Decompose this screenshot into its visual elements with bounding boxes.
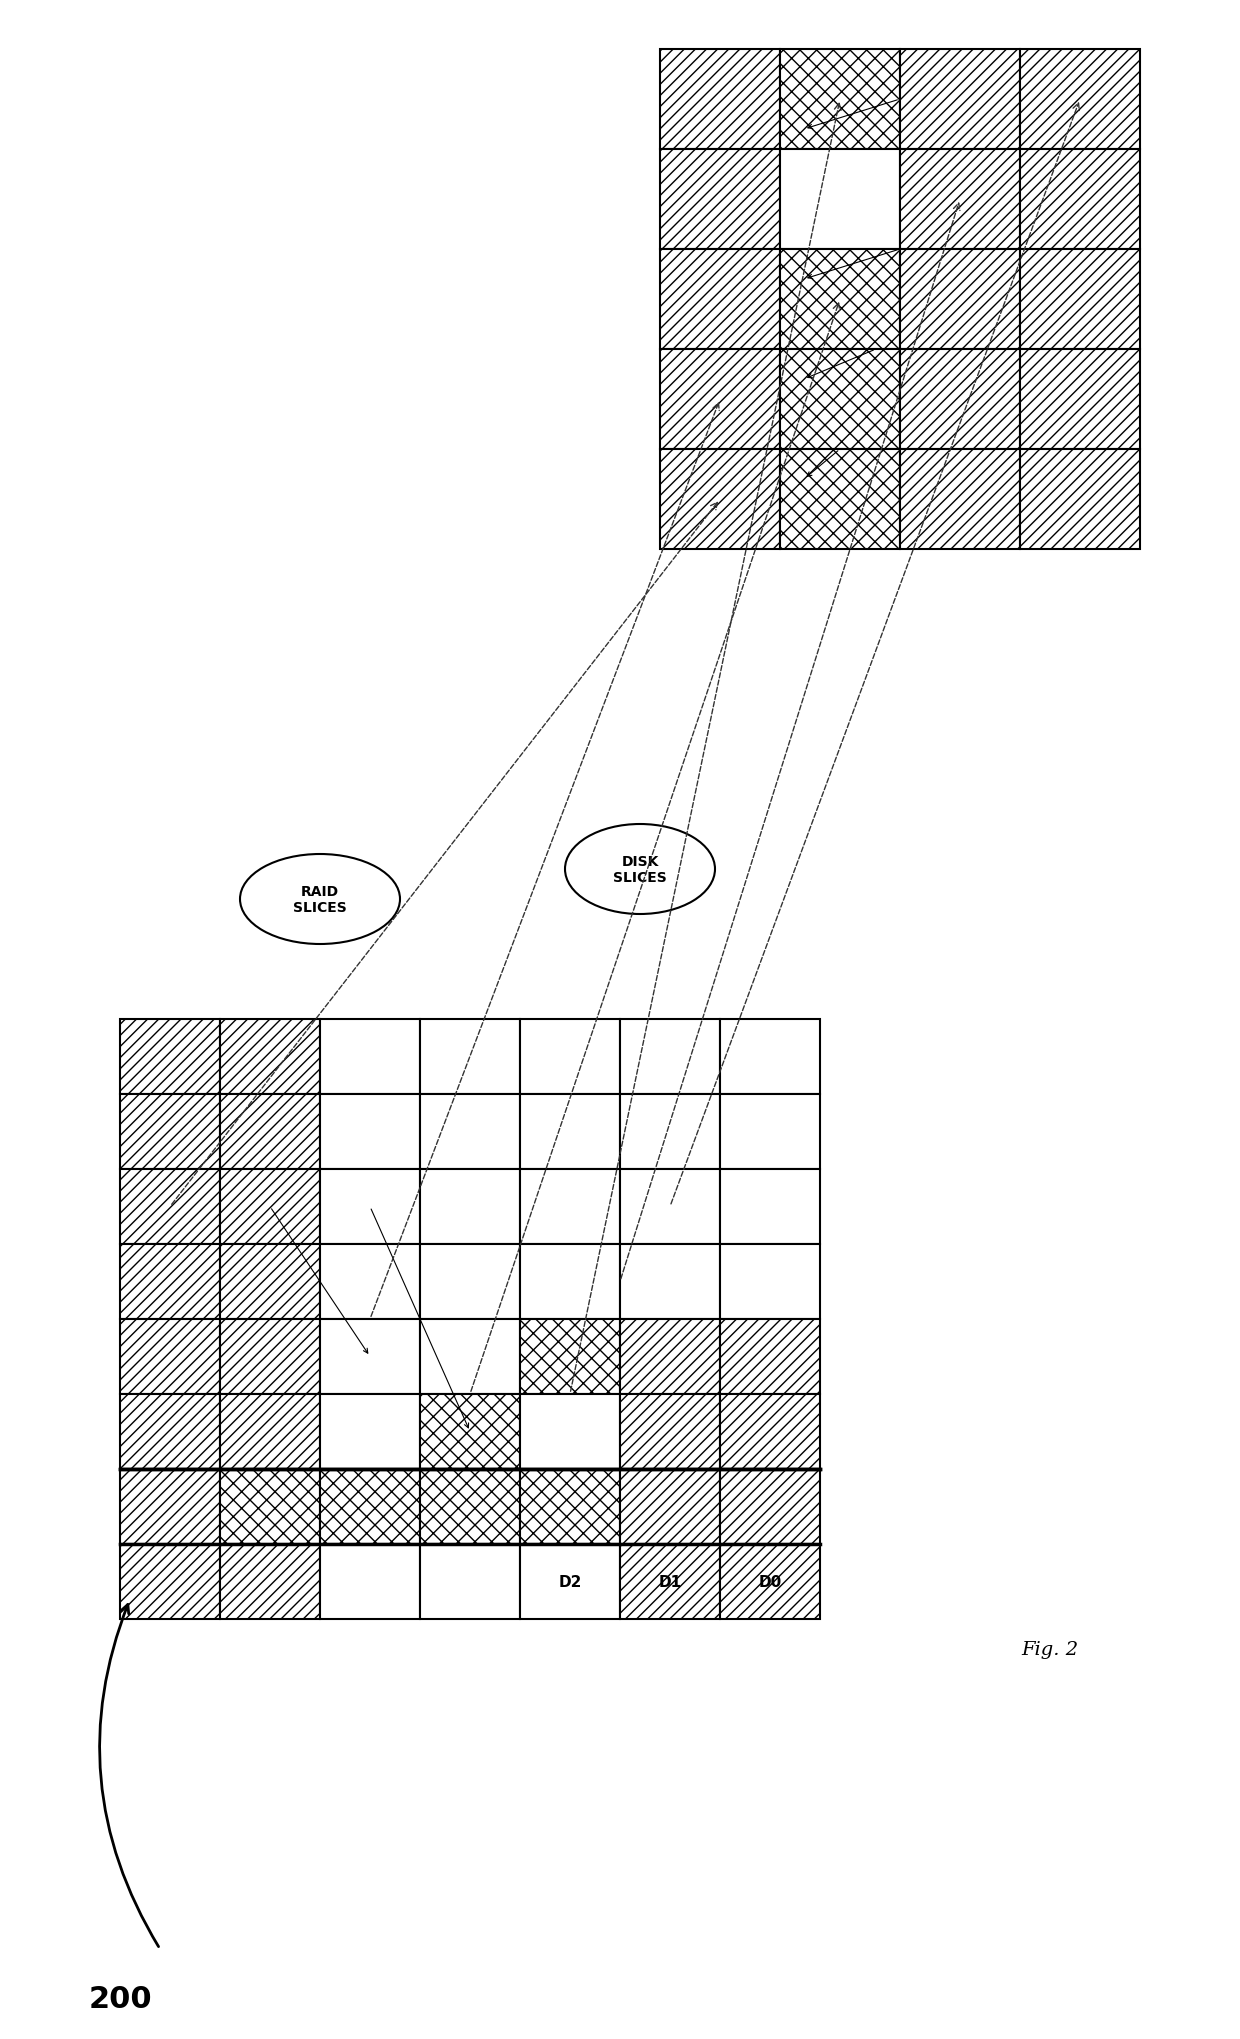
Bar: [219, 1020, 320, 1095]
Bar: [780, 51, 900, 151]
Bar: [219, 1095, 320, 1170]
Bar: [520, 1395, 620, 1470]
Text: 200: 200: [88, 1984, 151, 2015]
Bar: [620, 1395, 720, 1470]
Bar: [1021, 251, 1140, 351]
Bar: [720, 1544, 820, 1619]
Bar: [720, 1244, 820, 1319]
Bar: [620, 1244, 720, 1319]
Bar: [720, 1020, 820, 1095]
Text: D1: D1: [658, 1574, 682, 1588]
Bar: [620, 1170, 720, 1244]
Bar: [660, 251, 780, 351]
Bar: [720, 1095, 820, 1170]
Bar: [900, 51, 1021, 151]
Bar: [120, 1170, 219, 1244]
Bar: [520, 1470, 620, 1544]
Bar: [720, 1170, 820, 1244]
Bar: [780, 451, 900, 551]
Bar: [420, 1544, 520, 1619]
Ellipse shape: [565, 824, 715, 916]
Bar: [660, 151, 780, 251]
Text: D2: D2: [558, 1574, 582, 1588]
Bar: [720, 1395, 820, 1470]
Bar: [320, 1470, 420, 1544]
Bar: [120, 1020, 219, 1095]
Bar: [320, 1244, 420, 1319]
Bar: [620, 1095, 720, 1170]
Bar: [120, 1395, 219, 1470]
Bar: [660, 451, 780, 551]
Bar: [219, 1395, 320, 1470]
Bar: [520, 1544, 620, 1619]
Bar: [120, 1544, 219, 1619]
Text: D0: D0: [759, 1574, 781, 1588]
Bar: [420, 1319, 520, 1395]
Bar: [520, 1170, 620, 1244]
Bar: [320, 1170, 420, 1244]
Bar: [1021, 151, 1140, 251]
Bar: [900, 151, 1021, 251]
Bar: [120, 1470, 219, 1544]
Bar: [320, 1319, 420, 1395]
Ellipse shape: [241, 854, 401, 944]
Bar: [720, 1319, 820, 1395]
Bar: [219, 1170, 320, 1244]
Bar: [520, 1095, 620, 1170]
Bar: [900, 451, 1021, 551]
Bar: [900, 351, 1021, 451]
Bar: [320, 1395, 420, 1470]
Bar: [520, 1020, 620, 1095]
Bar: [320, 1544, 420, 1619]
Bar: [219, 1244, 320, 1319]
Bar: [219, 1544, 320, 1619]
Bar: [620, 1020, 720, 1095]
Bar: [520, 1319, 620, 1395]
Bar: [219, 1470, 320, 1544]
Bar: [780, 351, 900, 451]
Bar: [1021, 451, 1140, 551]
Bar: [420, 1020, 520, 1095]
Bar: [780, 251, 900, 351]
Bar: [620, 1544, 720, 1619]
Text: DISK
SLICES: DISK SLICES: [613, 854, 667, 885]
Bar: [900, 251, 1021, 351]
Bar: [420, 1244, 520, 1319]
Bar: [120, 1319, 219, 1395]
Bar: [1021, 51, 1140, 151]
Bar: [720, 1470, 820, 1544]
Bar: [660, 351, 780, 451]
Bar: [1021, 351, 1140, 451]
Bar: [219, 1319, 320, 1395]
Bar: [660, 51, 780, 151]
Text: Fig. 2: Fig. 2: [1022, 1639, 1079, 1658]
Text: RAID
SLICES: RAID SLICES: [293, 885, 347, 916]
Bar: [420, 1170, 520, 1244]
Bar: [780, 151, 900, 251]
Bar: [320, 1095, 420, 1170]
Bar: [620, 1470, 720, 1544]
Bar: [120, 1244, 219, 1319]
Bar: [420, 1095, 520, 1170]
Bar: [120, 1095, 219, 1170]
Bar: [420, 1395, 520, 1470]
Bar: [620, 1319, 720, 1395]
Bar: [320, 1020, 420, 1095]
Bar: [520, 1244, 620, 1319]
Bar: [420, 1470, 520, 1544]
